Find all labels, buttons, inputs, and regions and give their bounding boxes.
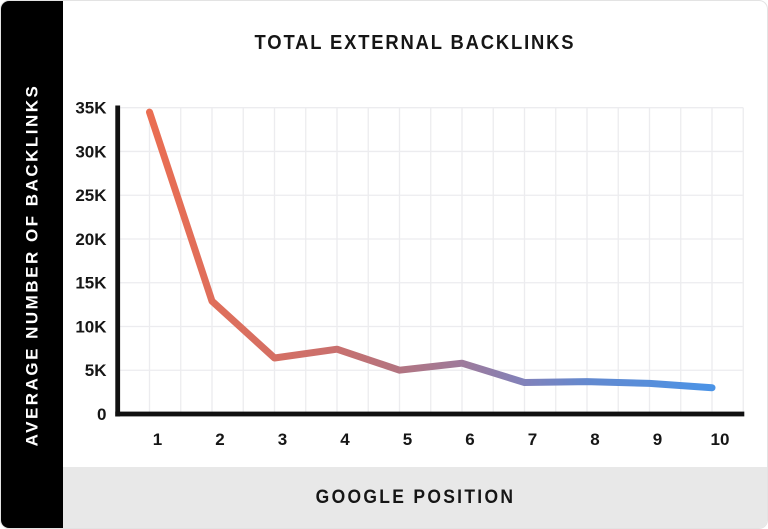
y-tick-label: 10K	[75, 317, 107, 336]
y-tick-labels: 0 5K 10K 15K 20K 25K 30K 35K	[75, 99, 107, 424]
y-tick-label: 25K	[75, 186, 107, 205]
x-tick-label: 4	[340, 430, 350, 449]
y-axis-line	[115, 105, 121, 417]
data-line	[146, 108, 716, 392]
x-axis-title: GOOGLE POSITION	[315, 486, 515, 508]
y-tick-label: 35K	[75, 99, 107, 118]
x-tick-label: 2	[215, 430, 224, 449]
y-axis-title-bar: AVERAGE NUMBER OF BACKLINKS	[1, 1, 63, 528]
y-tick-label: 15K	[75, 274, 107, 293]
x-axis-title-bar: GOOGLE POSITION	[63, 467, 767, 528]
y-tick-label: 5K	[85, 361, 107, 380]
y-tick-label: 20K	[75, 230, 107, 249]
x-tick-label: 1	[153, 430, 162, 449]
x-tick-label: 10	[711, 430, 730, 449]
x-axis-line	[115, 411, 745, 417]
x-tick-label: 3	[278, 430, 287, 449]
y-tick-label: 30K	[75, 142, 107, 161]
y-tick-label: 0	[97, 405, 106, 424]
x-tick-labels: 1 2 3 4 5 6 7 8 9 10	[153, 430, 730, 449]
x-tick-label: 9	[653, 430, 662, 449]
x-tick-label: 5	[403, 430, 412, 449]
chart-title: TOTAL EXTERNAL BACKLINKS	[254, 32, 576, 54]
x-tick-label: 7	[528, 430, 537, 449]
x-tick-label: 6	[465, 430, 474, 449]
axes	[115, 105, 745, 417]
x-tick-label: 8	[590, 430, 599, 449]
